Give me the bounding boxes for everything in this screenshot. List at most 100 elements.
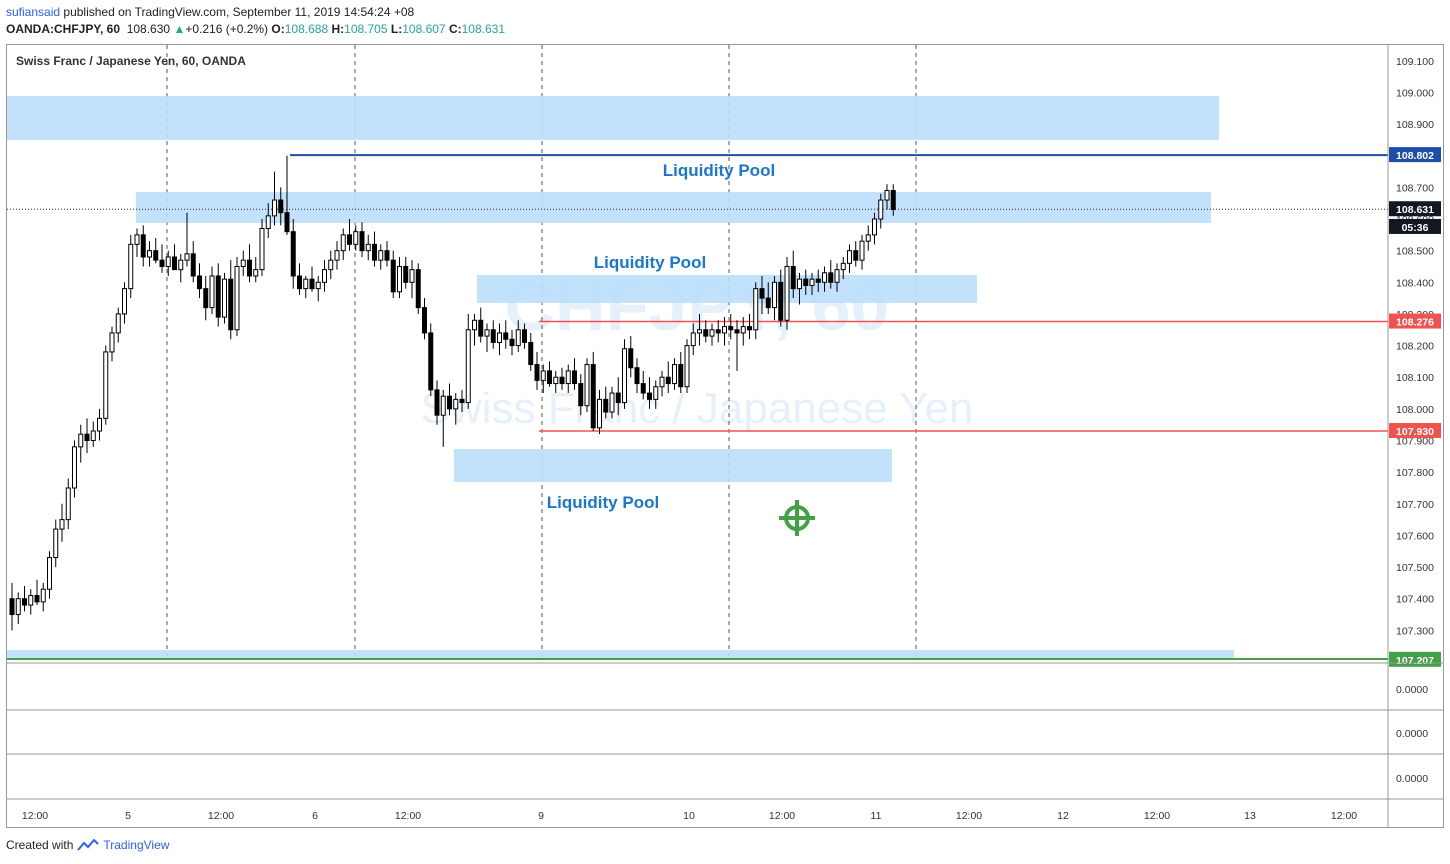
candle-body-129 — [815, 278, 821, 283]
price-tag-label-0: 108.802 — [1396, 150, 1434, 162]
price-tag-label-4: 107.930 — [1396, 426, 1434, 438]
candle-body-93 — [590, 364, 596, 429]
x-tick-label-12: 13 — [1244, 810, 1256, 822]
candle-body-38 — [247, 259, 252, 277]
indicator-pane-value-1: 0.0000 — [1396, 728, 1428, 740]
annotation-liquidity-pool-1: Liquidity Pool — [594, 253, 706, 272]
candle-body-80 — [509, 338, 515, 347]
candle-body-16 — [109, 332, 115, 353]
candle-body-42 — [272, 199, 277, 217]
y-tick-label-17: 107.400 — [1396, 594, 1434, 606]
liquidity-zone-1 — [136, 192, 1211, 223]
candle-body-135 — [853, 250, 859, 261]
symbol-info: OANDA:CHFJPY, 60 108.630 ▲+0.216 (+0.2%)… — [6, 22, 505, 36]
candle-body-81 — [515, 329, 521, 347]
y-tick-label-15: 107.600 — [1396, 530, 1434, 542]
candle-body-49 — [315, 281, 321, 290]
liquidity-zone-0 — [7, 96, 1219, 140]
x-tick-label-5: 9 — [538, 810, 544, 822]
candle-body-75 — [478, 319, 484, 337]
candle-body-17 — [115, 313, 121, 334]
price-tag-label-2: 05:36 — [1402, 222, 1429, 234]
high-value: 108.705 — [344, 22, 388, 36]
price-tag-1 — [1389, 201, 1441, 217]
candle-body-66 — [422, 307, 427, 334]
created-with-text: Created with — [6, 838, 74, 852]
candle-body-116 — [734, 329, 740, 334]
candle-body-133 — [840, 262, 846, 271]
open-label: O: — [271, 22, 285, 36]
candle-body-85 — [540, 370, 546, 381]
candle-body-139 — [878, 199, 884, 220]
candle-body-131 — [828, 272, 834, 283]
candle-body-112 — [709, 329, 715, 337]
candle-body-118 — [747, 326, 752, 331]
candle-body-60 — [384, 250, 390, 261]
x-tick-label-8: 11 — [871, 810, 882, 822]
x-tick-label-13: 12:00 — [1331, 810, 1357, 822]
tradingview-logo-icon — [77, 839, 100, 851]
price-tag-label-5: 107.207 — [1396, 655, 1434, 667]
candle-body-100 — [634, 367, 640, 385]
candle-body-29 — [190, 253, 196, 277]
close-value: 108.631 — [461, 22, 506, 36]
candle-body-74 — [472, 319, 477, 331]
y-tick-label-16: 107.500 — [1396, 562, 1434, 574]
candle-body-109 — [690, 332, 696, 347]
candle-body-68 — [434, 389, 440, 416]
candle-body-2 — [22, 598, 27, 606]
close-label: C: — [448, 22, 462, 36]
candle-body-108 — [684, 345, 690, 388]
candle-body-15 — [103, 351, 109, 419]
up-arrow-icon: ▲ — [173, 22, 186, 36]
candle-body-140 — [884, 190, 890, 201]
candle-body-63 — [403, 265, 409, 283]
candle-body-99 — [628, 348, 634, 369]
tradingview-link[interactable]: TradingView — [103, 838, 170, 852]
y-tick-label-13: 107.800 — [1396, 467, 1434, 479]
chart-frame[interactable]: CHFJPY, 60 Swiss Franc / Japanese Yen Liqu… — [6, 44, 1444, 828]
candle-body-64 — [409, 269, 415, 283]
candle-body-48 — [309, 278, 315, 290]
candle-body-127 — [803, 278, 809, 286]
candle-body-117 — [740, 326, 746, 334]
liquidity-zone-2 — [477, 275, 977, 303]
candle-body-84 — [534, 364, 540, 381]
candle-body-13 — [90, 430, 96, 442]
open-value: 108.688 — [284, 22, 329, 36]
candle-body-123 — [778, 281, 784, 321]
indicator-pane-value-2: 0.0000 — [1396, 773, 1428, 785]
x-tick-label-6: 10 — [683, 810, 695, 822]
candle-body-6 — [47, 557, 52, 590]
candle-body-122 — [772, 281, 777, 309]
y-tick-label-10: 108.100 — [1396, 372, 1434, 384]
candle-body-35 — [228, 278, 234, 331]
symbol-label: OANDA:CHFJPY, 60 — [6, 22, 121, 36]
candle-body-89 — [565, 370, 571, 385]
candle-body-91 — [578, 383, 584, 407]
candle-body-62 — [397, 265, 402, 293]
price-tag-2 — [1389, 218, 1441, 234]
candle-body-110 — [697, 329, 702, 334]
y-tick-label-18: 107.300 — [1396, 625, 1434, 637]
y-tick-label-14: 107.700 — [1396, 499, 1434, 511]
author-link[interactable]: sufiansaid — [6, 5, 61, 19]
candle-body-12 — [84, 433, 90, 442]
y-tick-label-2: 108.900 — [1396, 119, 1434, 131]
candle-body-69 — [440, 395, 446, 416]
candle-body-113 — [715, 329, 721, 334]
candle-body-102 — [647, 392, 652, 400]
candle-body-7 — [53, 528, 59, 559]
y-tick-label-9: 108.200 — [1396, 341, 1434, 353]
candle-body-71 — [453, 398, 459, 410]
candle-body-98 — [622, 348, 627, 404]
indicator-pane-value-0: 0.0000 — [1396, 684, 1428, 696]
candle-body-3 — [28, 595, 34, 606]
candle-body-0 — [9, 598, 15, 616]
candle-body-34 — [222, 278, 227, 318]
price-tag-label-3: 108.276 — [1396, 317, 1434, 329]
candle-body-19 — [128, 243, 134, 290]
candle-body-30 — [197, 275, 202, 290]
candle-body-41 — [265, 215, 271, 230]
